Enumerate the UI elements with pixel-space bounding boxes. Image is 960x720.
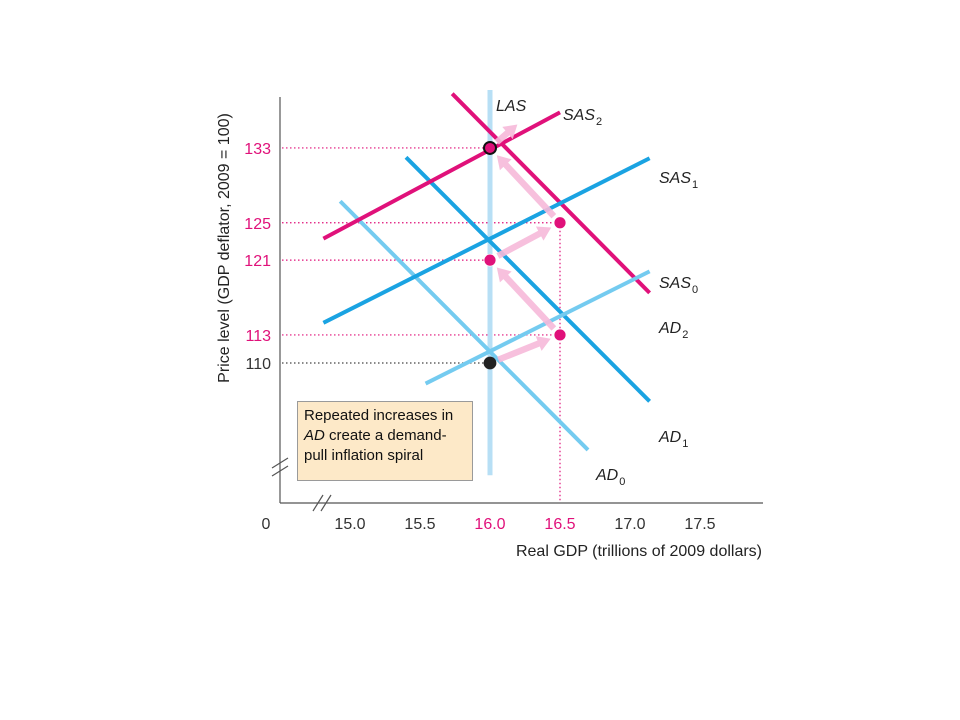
equilibrium-point-16-121	[483, 253, 497, 267]
equilibrium-points	[483, 140, 567, 370]
y-axis-break-mark	[271, 457, 289, 477]
curve-label-ad0: AD0	[595, 467, 625, 488]
spiral-arrow-2	[496, 267, 557, 331]
curve-label-sub-sas0: 0	[692, 284, 698, 296]
annotation-callout: Repeated increases in AD create a demand…	[297, 401, 473, 481]
x-axis-break-mark	[312, 494, 332, 512]
curve-sas2	[322, 110, 561, 241]
curve-label-sas2: SAS2	[563, 107, 602, 128]
curve-label-sas1: SAS1	[659, 170, 698, 191]
curve-ad2	[450, 92, 652, 295]
y-tick-label-125: 125	[244, 216, 271, 233]
curve-label-ad2: AD2	[658, 320, 688, 341]
curve-labels: LAS AD0 AD1 AD2 SAS0 SAS1 SAS2	[496, 98, 698, 488]
x-axis-title: Real GDP (trillions of 2009 dollars)	[516, 543, 762, 560]
equilibrium-point-16-133	[483, 140, 497, 155]
curve-label-ad1: AD1	[658, 429, 688, 450]
guide-lines	[282, 147, 561, 502]
y-tick-label-121: 121	[244, 253, 271, 270]
curve-sas1	[322, 156, 651, 325]
equilibrium-point-16.5-125	[553, 216, 567, 230]
curve-label-las: LAS	[496, 98, 527, 115]
axes	[271, 97, 763, 512]
curve-label-sub-ad0: 0	[619, 476, 625, 488]
equilibrium-point-16.5-113	[553, 328, 567, 342]
annotation-line-2: AD create a demand-	[304, 426, 466, 446]
annotation-line-1: Repeated increases in	[304, 407, 454, 424]
x-tick-label-15.5: 15.5	[404, 516, 435, 533]
curve-label-sub-sas2: 2	[596, 116, 602, 128]
y-axis-title: Price level (GDP deflator, 2009 = 100)	[216, 113, 233, 383]
origin-label: 0	[262, 516, 271, 533]
curve-label-sas0: SAS0	[659, 275, 698, 296]
curve-sas0	[424, 269, 651, 386]
curve-ad0	[338, 199, 590, 452]
annotation-ad-term: AD	[304, 427, 325, 444]
annotation-line-3: pull inflation spiral	[304, 447, 424, 464]
x-tick-label-17.0: 17.0	[614, 516, 645, 533]
x-tick-label-15.0: 15.0	[334, 516, 365, 533]
spiral-arrow-3	[496, 226, 552, 259]
curve-ad1	[404, 155, 652, 403]
spiral-arrows	[494, 124, 557, 363]
spiral-arrow-1	[497, 336, 551, 363]
annotation-line-2-rest: create a demand-	[324, 427, 447, 444]
curve-label-sub-sas1: 1	[692, 179, 698, 191]
spiral-arrow-4	[496, 155, 557, 219]
equilibrium-point-16-110	[483, 356, 497, 370]
x-tick-label-16.5: 16.5	[544, 516, 575, 533]
y-tick-label-110: 110	[245, 356, 271, 373]
x-tick-label-17.5: 17.5	[684, 516, 715, 533]
x-tick-label-16.0: 16.0	[474, 516, 505, 533]
curve-label-sub-ad2: 2	[682, 329, 688, 341]
y-tick-label-113: 113	[245, 328, 271, 345]
curve-label-sub-ad1: 1	[682, 438, 688, 450]
y-tick-label-133: 133	[244, 141, 271, 158]
spiral-arrow-5	[494, 124, 518, 145]
